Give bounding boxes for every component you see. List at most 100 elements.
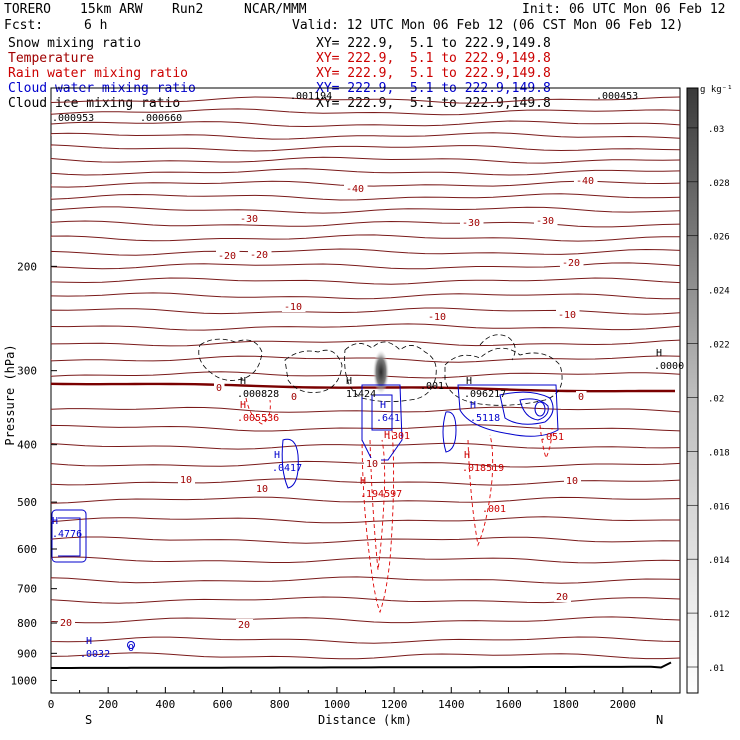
isotherm <box>51 168 680 176</box>
forecast-hours: 6 h <box>84 18 108 33</box>
legend-name-cloud-ice: Cloud ice mixing ratio <box>8 96 181 111</box>
valid-time: Valid: 12 UTC Mon 06 Feb 12 (06 CST Mon … <box>292 18 684 33</box>
x-tick-label: 1600 <box>495 698 522 711</box>
y-tick-label: 1000 <box>11 674 38 687</box>
x-tick-label: 600 <box>213 698 233 711</box>
high-marker: H <box>346 376 352 387</box>
temperature-label: -10 <box>428 312 446 323</box>
contour-value-label: 11424 <box>346 389 376 400</box>
x-tick-label: 400 <box>155 698 175 711</box>
isotherm <box>51 120 680 128</box>
x-tick-label: 0 <box>48 698 55 711</box>
x-tick-label: 1400 <box>438 698 465 711</box>
legend-xy-rain: XY= 222.9, 5.1 to 222.9,149.8 <box>316 66 551 81</box>
cloud-water-contour <box>442 411 457 453</box>
isotherm <box>51 262 680 270</box>
cloud-water-contour <box>51 509 87 563</box>
temperature-label-bg <box>460 217 484 228</box>
isotherm <box>51 108 680 116</box>
model-resolution: 15km ARW <box>80 2 143 17</box>
contour-value-label: .5118 <box>470 413 500 424</box>
temperature-label: 10 <box>256 484 268 495</box>
isotherm <box>51 636 680 644</box>
y-tick-label: 700 <box>17 583 37 596</box>
rain-contour <box>369 439 386 571</box>
snow-contour <box>344 341 437 402</box>
cloud-water-contour <box>499 391 554 425</box>
temperature-label-bg <box>574 175 598 186</box>
temperature-label: -40 <box>576 176 594 187</box>
high-marker: H <box>240 376 246 387</box>
cloud-water-contour <box>58 517 81 557</box>
temperature-label-bg <box>534 215 558 226</box>
temperature-label-bg <box>254 483 271 494</box>
contour-value-label: .005536 <box>237 413 279 424</box>
isotherm <box>51 323 680 331</box>
isotherm <box>51 156 680 164</box>
temperature-label-bg <box>344 183 368 194</box>
x-tick-label: 1200 <box>381 698 408 711</box>
init-time: Init: 06 UTC Mon 06 Feb 12 <box>522 2 726 17</box>
temperature-label: -30 <box>240 214 258 225</box>
rain-contour <box>539 424 553 460</box>
high-marker: H <box>384 430 390 441</box>
y-axis: 200 300 400 500 600 700 800 900 1000 <box>11 260 57 687</box>
isotherm <box>51 496 680 504</box>
contour-value-label: .000828 <box>237 389 279 400</box>
cloud-water-contour <box>519 398 549 421</box>
temperature-label-bg <box>214 382 225 393</box>
temperature-label-bg <box>236 619 253 630</box>
run-label: Run2 <box>172 2 204 17</box>
temperature-label-bg <box>560 257 584 268</box>
colorbar-tick-label: .01 <box>708 664 724 674</box>
isotherm <box>51 406 680 413</box>
temperature-label: 0 <box>216 383 222 394</box>
temperature-label: -30 <box>536 216 554 227</box>
isotherm <box>51 248 680 256</box>
isotherm <box>51 556 680 564</box>
colorbar-tick-label: .026 <box>708 233 730 243</box>
temperature-label: 10 <box>566 476 578 487</box>
isotherm <box>51 442 680 450</box>
colorbar-tick-label: .014 <box>708 556 730 566</box>
contour-value-label: .4776 <box>52 529 82 540</box>
y-tick-label: 300 <box>17 365 37 378</box>
isotherm <box>51 536 680 544</box>
high-markers: H H H H H H H H H H H H H <box>52 348 662 647</box>
contour-value-label: .096217 <box>464 389 506 400</box>
high-marker: H <box>240 400 246 411</box>
isotherm <box>51 424 680 432</box>
contour-value-label: .301 <box>386 431 410 442</box>
isotherm <box>51 307 680 315</box>
snow-contours <box>198 334 563 406</box>
cloud-water-contour <box>371 394 393 431</box>
rain-contour <box>361 429 395 614</box>
temperature-label: 0 <box>291 392 297 403</box>
temperature-label-bg <box>556 309 580 320</box>
y-tick-label: 500 <box>17 496 37 509</box>
isotherm <box>51 220 680 228</box>
rain-contours <box>245 397 553 614</box>
colorbar-tick-label: .012 <box>708 610 730 620</box>
high-marker: H <box>464 450 470 461</box>
legend-name-temperature: Temperature <box>8 51 95 66</box>
temperature-label: -20 <box>250 250 268 261</box>
cloud-water-contour <box>127 641 135 649</box>
snow-contour <box>284 349 343 393</box>
isotherm <box>51 193 680 201</box>
temperature-label: -10 <box>558 310 576 321</box>
forecast-label: Fcst: <box>4 18 44 33</box>
contour-value-label: .051 <box>540 432 564 443</box>
x-tick-label: 800 <box>270 698 290 711</box>
colorbar-unit: g kg⁻¹ <box>700 85 733 95</box>
high-marker: H <box>274 450 280 461</box>
rain-contour <box>467 434 494 547</box>
temperature-label: 10 <box>366 459 378 470</box>
contour-value-label: .641 <box>376 413 400 424</box>
temperature-label: -10 <box>284 302 302 313</box>
isotherm <box>51 234 680 242</box>
x-axis-south-label: S <box>85 713 92 727</box>
x-tick-label: 1000 <box>324 698 351 711</box>
contour-value-label: .000453 <box>596 91 638 102</box>
temperature-label-bg <box>564 475 581 486</box>
